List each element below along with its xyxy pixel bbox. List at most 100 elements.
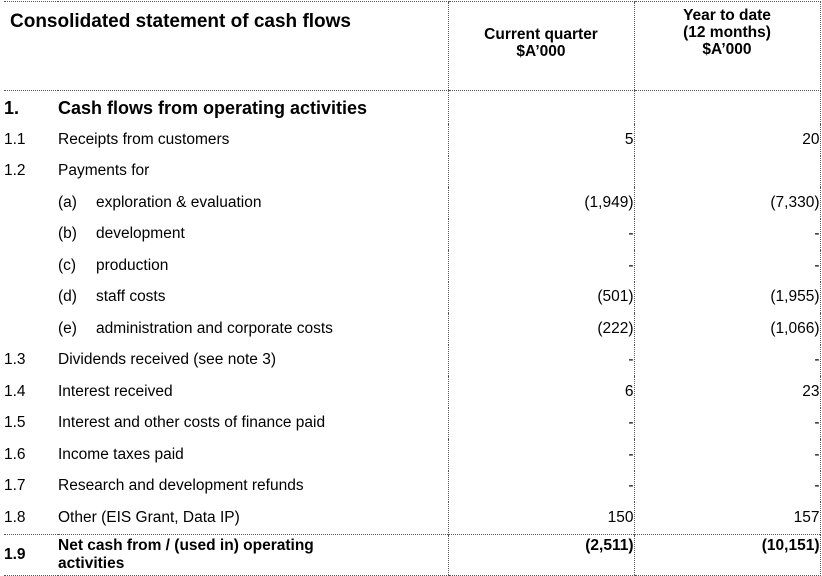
row-number: 1.3: [4, 351, 26, 369]
row-number: 1.7: [4, 477, 26, 495]
row-number: 1.6: [4, 445, 26, 463]
table-row: 1.4 Interest received 6 23: [4, 376, 821, 408]
cash-flow-statement: Consolidated statement of cash flows Cur…: [4, 1, 821, 576]
current-quarter-value: 150: [447, 502, 634, 534]
row-label: Other (EIS Grant, Data IP): [58, 508, 240, 526]
row-label-cell: Other (EIS Grant, Data IP): [58, 502, 448, 534]
table-row: 1.2 Payments for: [4, 155, 821, 188]
column-header-year-to-date: Year to date (12 months) $A’000: [633, 1, 821, 91]
current-quarter-value: (222): [447, 313, 634, 345]
year-to-date-value: -: [633, 250, 821, 282]
table-row: (b) development - -: [4, 218, 821, 251]
row-label-cell: Interest and other costs of finance paid: [58, 408, 448, 440]
current-quarter-value: 5: [447, 124, 634, 156]
table-row: 1.8 Other (EIS Grant, Data IP) 150 157: [4, 502, 821, 534]
row-label-cell: Payments for: [58, 156, 448, 188]
cash-flow-table: Consolidated statement of cash flows Cur…: [4, 1, 821, 576]
column-header-line: (12 months): [683, 24, 771, 41]
year-to-date-value: [633, 155, 821, 187]
table-row: (e) administration and corporate costs (22…: [4, 313, 821, 345]
row-label: administration and corporate costs: [96, 319, 333, 337]
row-number: [4, 187, 58, 219]
column-header-line: Year to date: [683, 7, 771, 24]
statement-title: Consolidated statement of cash flows: [4, 1, 448, 91]
current-quarter-value: -: [447, 407, 634, 439]
row-sub-index: (a): [58, 193, 77, 211]
row-label: Interest and other costs of finance paid: [58, 414, 326, 432]
row-label-cell: Interest received: [58, 376, 448, 408]
row-label: production: [96, 256, 169, 274]
row-label-cell: Dividends received (see note 3): [58, 345, 448, 377]
row-label: exploration & evaluation: [96, 193, 262, 211]
row-sub-index: (e): [58, 319, 77, 337]
section-current-cell: [447, 90, 634, 124]
total-label-line: Net cash from / (used in) operating: [58, 536, 314, 554]
row-number: 1.1: [4, 130, 26, 148]
current-quarter-value: -: [447, 218, 634, 250]
current-quarter-value: (1,949): [447, 187, 634, 219]
row-label-cell: (c) production: [58, 250, 448, 282]
row-number: [4, 219, 58, 251]
table-row: 1.7 Research and development refunds - -: [4, 470, 821, 503]
row-number: [4, 282, 58, 314]
row-sub-index: (d): [58, 288, 77, 306]
year-to-date-value: 20: [633, 124, 821, 156]
table-row: 1.6 Income taxes paid - -: [4, 439, 821, 471]
section-row: 1. Cash flows from operating activities: [4, 90, 821, 124]
current-quarter-value: -: [447, 439, 634, 471]
row-label-cell: Income taxes paid: [58, 439, 448, 471]
row-label: Interest received: [58, 382, 173, 400]
current-quarter-value: 6: [447, 376, 634, 408]
table-row: (c) production - -: [4, 250, 821, 282]
row-label: Dividends received (see note 3): [58, 351, 276, 369]
row-label: development: [96, 225, 185, 243]
row-number: [4, 250, 58, 282]
current-quarter-value: -: [447, 470, 634, 502]
table-row: 1.1 Receipts from customers 5 20: [4, 124, 821, 156]
header-row: Consolidated statement of cash flows Cur…: [4, 1, 821, 91]
column-header-line: Current quarter: [484, 26, 598, 43]
row-label: Payments for: [58, 162, 150, 180]
year-to-date-value: -: [633, 218, 821, 250]
row-number: 1.8: [4, 508, 26, 526]
column-header-line: $A’000: [702, 41, 752, 58]
section-ytd-cell: [633, 90, 821, 124]
year-to-date-value: -: [633, 470, 821, 502]
row-label: staff costs: [96, 288, 166, 306]
year-to-date-value: (7,330): [633, 187, 821, 219]
current-quarter-value: -: [447, 250, 634, 282]
year-to-date-value: -: [633, 439, 821, 471]
section-label: Cash flows from operating activities: [58, 97, 368, 118]
table-row: (d) staff costs (501) (1,955): [4, 281, 821, 314]
column-header-line: $A’000: [516, 43, 566, 60]
row-label: Receipts from customers: [58, 130, 230, 148]
table-row: 1.3 Dividends received (see note 3) - -: [4, 344, 821, 377]
row-number: 1.5: [4, 414, 26, 432]
year-to-date-value: -: [633, 407, 821, 439]
section-number: 1.: [4, 97, 20, 118]
table-row: 1.5 Interest and other costs of finance p…: [4, 407, 821, 440]
column-header-current-quarter: Current quarter $A’000: [447, 1, 634, 91]
row-label-cell: (e) administration and corporate costs: [58, 313, 448, 345]
row-label-cell: (d) staff costs: [58, 282, 448, 314]
current-quarter-value: -: [447, 344, 634, 376]
total-label-line: activities: [58, 554, 125, 572]
year-to-date-value: (1,066): [633, 313, 821, 345]
row-label-cell: (a) exploration & evaluation: [58, 187, 448, 219]
year-to-date-value: 23: [633, 376, 821, 408]
row-number: 1.2: [4, 162, 26, 180]
current-quarter-value: (501): [447, 281, 634, 313]
row-label: Income taxes paid: [58, 445, 184, 463]
row-label: Research and development refunds: [58, 477, 304, 495]
row-label-cell: Research and development refunds: [58, 471, 448, 503]
row-sub-index: (b): [58, 225, 77, 243]
row-number: [4, 313, 58, 345]
current-quarter-value: [447, 155, 634, 187]
row-label-cell: Receipts from customers: [58, 124, 448, 156]
year-to-date-value: (1,955): [633, 281, 821, 313]
year-to-date-value: 157: [633, 502, 821, 534]
row-number: 1.4: [4, 382, 26, 400]
row-sub-index: (c): [58, 256, 77, 274]
row-label-cell: (b) development: [58, 219, 448, 251]
table-row: (a) exploration & evaluation (1,949) (7,330…: [4, 187, 821, 219]
